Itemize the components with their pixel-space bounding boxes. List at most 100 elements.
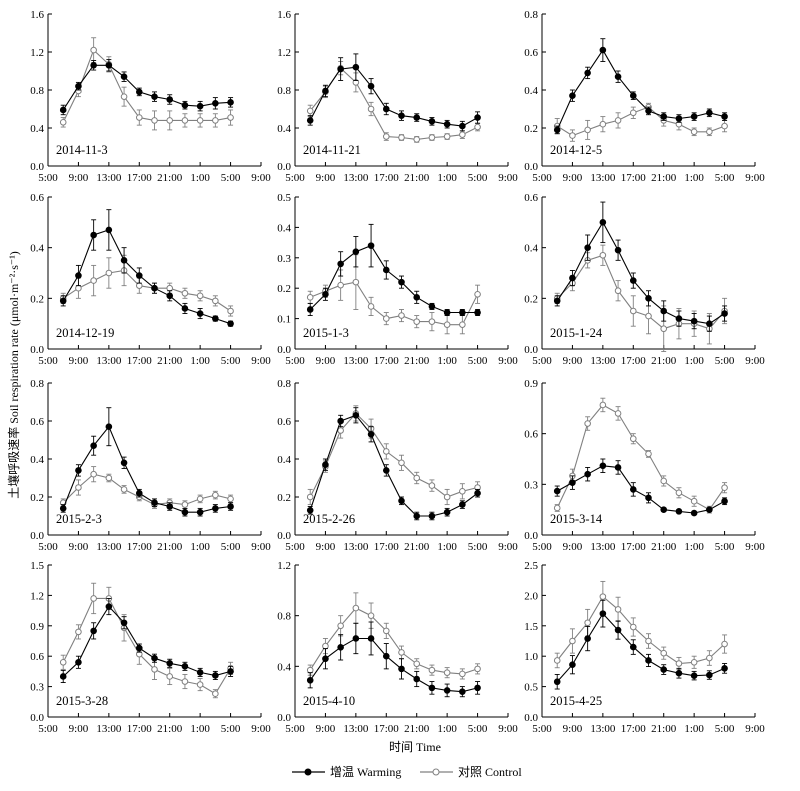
data-point <box>645 295 652 302</box>
data-point <box>629 486 637 493</box>
data-point <box>90 442 97 450</box>
y-tick-label: 0.8 <box>277 611 291 623</box>
series-control <box>306 61 481 143</box>
data-point <box>59 119 67 126</box>
x-tick-label: 9:00 <box>69 172 89 184</box>
x-tick-label: 5:00 <box>285 355 305 367</box>
x-tick-label: 9:00 <box>316 723 336 735</box>
series-control <box>553 580 728 671</box>
series-warming <box>553 458 728 517</box>
data-point <box>413 512 421 520</box>
data-point <box>706 109 713 117</box>
y-tick-label: 0.8 <box>277 378 291 390</box>
data-point <box>599 593 607 600</box>
series-warming <box>306 223 481 317</box>
y-tick-label: 1.2 <box>30 590 44 602</box>
data-point <box>428 303 436 310</box>
x-tick-label: 13:00 <box>96 172 122 184</box>
x-tick-label: 5:00 <box>715 541 735 553</box>
data-point <box>75 467 82 474</box>
x-tick-label: 13:00 <box>343 541 369 553</box>
data-point <box>398 278 405 286</box>
x-tick-label: 17:00 <box>621 355 647 367</box>
data-point <box>459 131 466 138</box>
y-tick-label: 1.6 <box>277 9 291 21</box>
panel-date-label: 2015-2-3 <box>56 512 102 526</box>
x-tick-label: 9:00 <box>251 355 271 367</box>
data-point <box>584 470 591 478</box>
data-point <box>645 312 652 320</box>
x-tick-label: 13:00 <box>96 541 122 553</box>
x-tick-label: 13:00 <box>590 541 616 553</box>
x-tick-label: 1:00 <box>684 355 704 367</box>
data-point <box>690 128 698 136</box>
data-point <box>105 474 113 482</box>
data-point <box>367 105 375 113</box>
data-point <box>428 134 436 141</box>
y-tick-label: 0.0 <box>277 530 291 542</box>
data-point <box>212 505 219 512</box>
x-axis-label: 时间 Time <box>389 740 441 754</box>
series-warming <box>59 597 234 683</box>
x-tick-label: 5:00 <box>468 172 488 184</box>
data-point <box>660 325 668 333</box>
x-tick-label: 21:00 <box>157 355 183 367</box>
data-point <box>105 62 113 69</box>
data-point <box>474 665 481 673</box>
data-point <box>645 107 652 115</box>
series-line <box>62 229 231 325</box>
series-warming <box>553 38 728 135</box>
panel-date-label: 2015-2-26 <box>303 512 355 526</box>
data-point <box>413 660 421 668</box>
data-point <box>90 231 97 239</box>
data-point <box>382 627 390 635</box>
series-control <box>59 466 234 509</box>
data-point <box>151 93 158 100</box>
data-point <box>227 114 234 121</box>
panel-2015-2-3: 0.0 0.2 0.4 0.6 0.8 5:00 9:00 13:00 17:00 21:00 1:… <box>30 378 271 553</box>
data-point <box>413 474 421 482</box>
x-tick-label: 5:00 <box>285 541 305 553</box>
data-point <box>614 626 622 634</box>
data-point <box>105 423 113 431</box>
data-point <box>75 272 82 279</box>
x-tick-label: 21:00 <box>651 172 677 184</box>
data-point <box>367 82 375 90</box>
x-tick-label: 9:00 <box>316 172 336 184</box>
data-point <box>90 595 97 602</box>
data-point <box>599 251 607 259</box>
data-point <box>614 246 622 254</box>
y-tick-label: 0.4 <box>277 454 291 466</box>
data-point <box>398 459 405 467</box>
y-tick-label: 0.4 <box>524 85 538 97</box>
data-point <box>151 666 158 673</box>
legend-warming-marker <box>304 768 312 776</box>
series-line <box>556 221 725 325</box>
x-tick-label: 21:00 <box>157 172 183 184</box>
data-point <box>120 93 128 100</box>
data-point <box>443 508 451 516</box>
data-point <box>599 401 607 409</box>
data-point <box>196 495 204 503</box>
series-control <box>59 254 234 317</box>
panel-date-label: 2015-4-25 <box>550 694 602 708</box>
x-tick-label: 1:00 <box>190 541 210 553</box>
data-point <box>306 117 314 124</box>
data-point <box>196 117 204 124</box>
legend-warming-label: 增温 Warming <box>330 765 401 779</box>
series-control <box>59 37 234 131</box>
data-point <box>352 604 360 612</box>
data-point <box>367 242 375 249</box>
data-point <box>569 637 576 645</box>
x-tick-label: 5:00 <box>38 172 58 184</box>
data-point <box>322 642 329 650</box>
y-tick-label: 0.3 <box>277 253 291 265</box>
series-line <box>556 254 726 330</box>
x-tick-label: 5:00 <box>38 723 58 735</box>
x-tick-label: 13:00 <box>343 723 369 735</box>
data-point <box>135 88 143 96</box>
series-warming <box>553 201 728 332</box>
data-point <box>337 427 344 434</box>
x-tick-label: 17:00 <box>374 172 400 184</box>
y-tick-label: 2.5 <box>524 560 538 572</box>
